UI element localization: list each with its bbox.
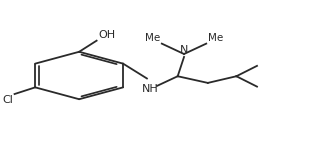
Text: Cl: Cl [2,95,13,105]
Text: N: N [180,45,188,55]
Text: Me: Me [145,33,160,43]
Text: OH: OH [98,30,115,40]
Text: Me: Me [208,33,223,43]
Text: NH: NH [142,84,158,94]
